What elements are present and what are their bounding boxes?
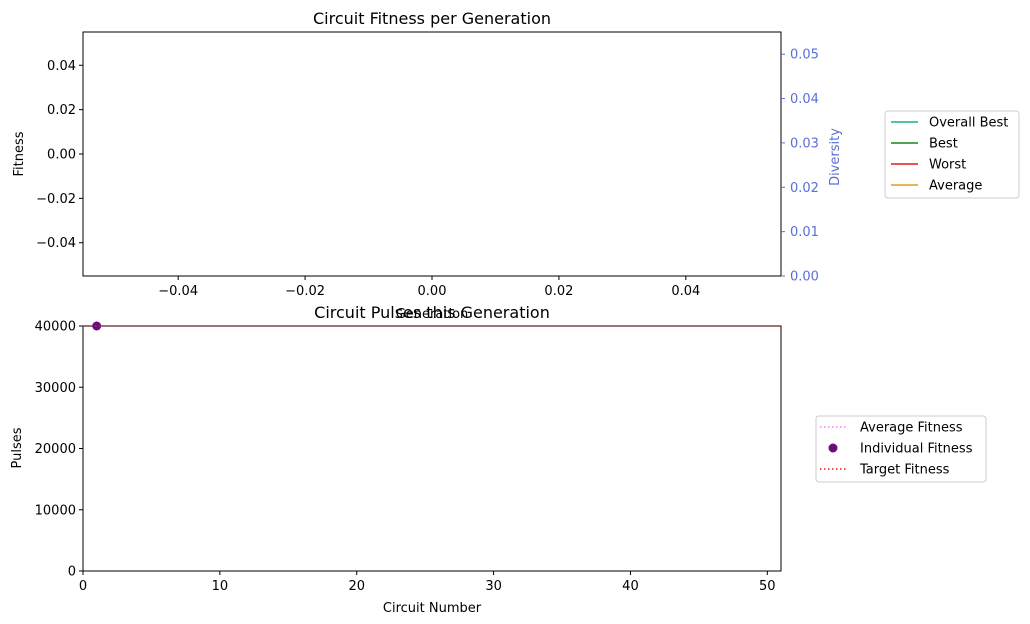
fitness-x-tick-label: 0.02 [544, 284, 573, 299]
fitness-legend-label: Overall Best [929, 116, 1008, 131]
fitness-legend: Overall Best Best Worst Average [884, 110, 1020, 199]
pulses-y-axis: 0 10000 20000 30000 40000 [35, 320, 83, 580]
fitness-x-axis: −0.04 −0.02 0.00 0.02 0.04 [158, 276, 700, 299]
fitness-legend-box [884, 110, 1020, 199]
diversity-y-axis-label: Diversity [828, 128, 843, 186]
fitness-y-axis-label: Fitness [12, 131, 27, 176]
diversity-y-tick-label: 0.02 [790, 181, 819, 196]
pulses-legend-label: Target Fitness [859, 463, 950, 478]
pulses-legend-label: Individual Fitness [860, 442, 973, 457]
fitness-y-axis: −0.04 −0.02 0.00 0.02 0.04 [36, 59, 83, 251]
fitness-y-tick-label: 0.00 [47, 148, 76, 163]
pulses-x-axis-label: Circuit Number [383, 601, 482, 616]
fitness-legend-label: Average [929, 179, 982, 194]
fitness-plot-area [82, 31, 782, 277]
pulses-x-tick-label: 30 [485, 579, 502, 594]
fitness-y-tick-label: 0.04 [47, 59, 76, 74]
diversity-y-tick-label: 0.05 [790, 48, 819, 63]
diversity-y-tick-label: 0.01 [790, 225, 819, 240]
pulses-chart: Circuit Pulses this Generation 0 10 20 30 40… [10, 303, 987, 616]
pulses-x-tick-label: 50 [759, 579, 776, 594]
pulses-legend-box [815, 415, 987, 483]
pulses-y-tick-label: 10000 [35, 503, 76, 518]
pulses-legend-label: Average Fitness [860, 421, 963, 436]
pulses-x-tick-label: 10 [212, 579, 229, 594]
fitness-y-tick-label: −0.04 [36, 236, 76, 251]
fitness-x-tick-label: −0.04 [158, 284, 198, 299]
pulses-y-tick-label: 20000 [35, 442, 76, 457]
fitness-x-axis-label: Generation [396, 307, 469, 322]
pulses-y-tick-label: 40000 [35, 320, 76, 335]
fitness-x-tick-label: 0.04 [671, 284, 700, 299]
pulses-legend: Average Fitness Individual Fitness Target … [815, 415, 987, 483]
diversity-y-tick-label: 0.04 [790, 92, 819, 107]
pulses-y-tick-label: 30000 [35, 381, 76, 396]
diversity-y-axis: 0.00 0.01 0.02 0.03 0.04 0.05 [781, 48, 819, 285]
pulses-x-tick-label: 20 [348, 579, 365, 594]
pulses-plot-area [82, 325, 782, 572]
fitness-y-tick-label: −0.02 [36, 192, 76, 207]
pulses-x-tick-label: 0 [79, 579, 87, 594]
pulses-point [92, 321, 102, 331]
pulses-y-tick-label: 0 [68, 565, 76, 580]
diversity-y-tick-label: 0.03 [790, 136, 819, 151]
fitness-chart-title: Circuit Fitness per Generation [313, 9, 551, 28]
pulses-legend-swatch [828, 443, 838, 453]
fitness-legend-label: Worst [929, 158, 966, 173]
fitness-chart: Circuit Fitness per Generation −0.04 −0.0… [12, 9, 1020, 322]
pulses-series [83, 321, 781, 331]
pulses-x-axis: 0 10 20 30 40 50 [79, 571, 776, 594]
fitness-x-tick-label: 0.00 [418, 284, 447, 299]
pulses-chart-title: Circuit Pulses this Generation [314, 303, 550, 322]
fitness-legend-label: Best [929, 137, 958, 152]
diversity-y-tick-label: 0.00 [790, 270, 819, 285]
pulses-x-tick-label: 40 [622, 579, 639, 594]
fitness-x-tick-label: −0.02 [285, 284, 325, 299]
fitness-y-tick-label: 0.02 [47, 103, 76, 118]
pulses-y-axis-label: Pulses [10, 427, 25, 468]
